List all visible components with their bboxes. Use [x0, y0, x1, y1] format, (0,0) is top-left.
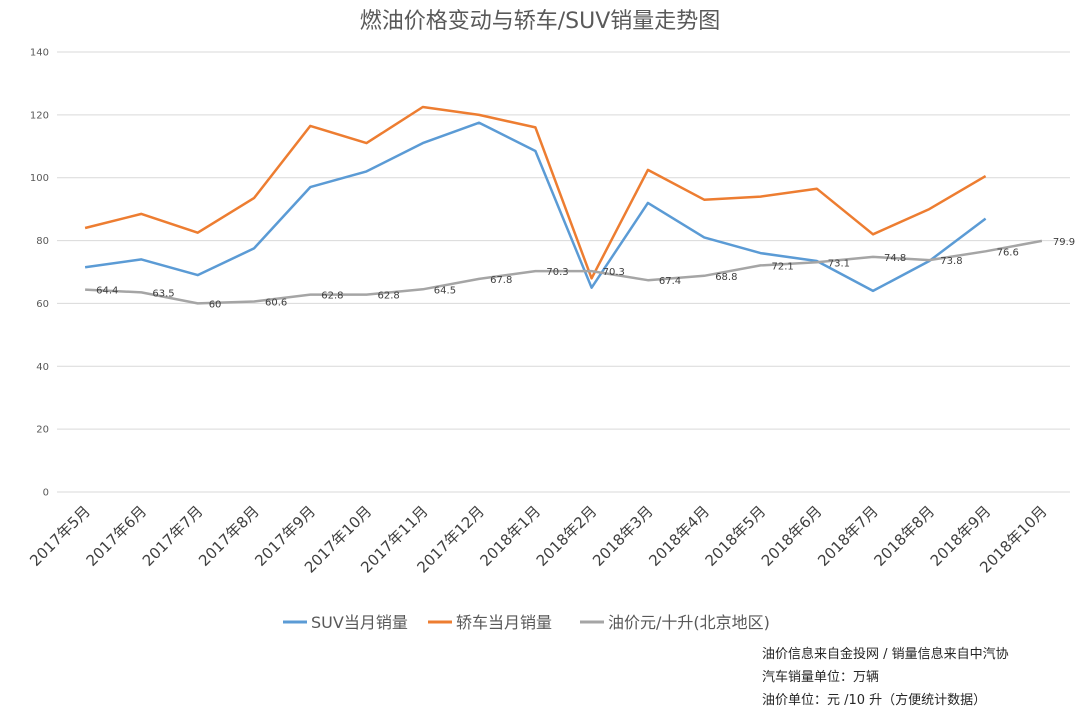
series-line-1 — [84, 105, 987, 280]
chart-notes: 油价信息来自金投网 / 销量信息来自中汽协 汽车销量单位：万辆 油价单位：元 /… — [762, 643, 1009, 712]
legend-entry-2: 油价元/十升(北京地区) — [608, 613, 770, 632]
y-tick-label: 100 — [30, 173, 49, 184]
y-tick-label: 60 — [36, 299, 49, 310]
data-labels: 64.4 63.5 60 60.6 62.8 62.8 64.5 67.8 70.3 70.3 67… — [96, 237, 1075, 311]
data-label: 73.1 — [828, 258, 850, 269]
data-label: 64.4 — [96, 286, 118, 297]
series-line-2 — [85, 239, 1043, 305]
series-line-0 — [84, 121, 987, 293]
y-axis: 0 20 40 60 80 100 120 140 — [30, 48, 49, 499]
source-note: 油价信息来自金投网 / 销量信息来自中汽协 — [762, 647, 1009, 662]
data-label: 70.3 — [603, 267, 625, 278]
legend: SUV当月销量 轿车当月销量 油价元/十升(北京地区) — [283, 613, 770, 632]
x-axis: 2017年5月2017年6月2017年7月2017年8月2017年9月2017年… — [26, 502, 1050, 576]
data-label: 60.6 — [265, 298, 287, 309]
legend-entry-1: 轿车当月销量 — [456, 613, 552, 632]
price-unit-note: 油价单位：元 /10 升（方便统计数据） — [762, 693, 987, 708]
sales-unit-note: 汽车销量单位：万辆 — [762, 670, 880, 685]
y-tick-label: 0 — [43, 488, 49, 499]
y-tick-label: 20 — [36, 425, 49, 436]
y-tick-label: 140 — [30, 48, 49, 59]
data-label: 62.8 — [378, 291, 400, 302]
data-label: 67.4 — [659, 276, 681, 287]
data-label: 64.5 — [434, 285, 456, 296]
data-label: 76.6 — [997, 247, 1019, 258]
data-label: 67.8 — [490, 275, 512, 286]
data-label: 72.1 — [771, 261, 793, 272]
y-tick-label: 120 — [30, 110, 49, 121]
series-lines — [84, 105, 1043, 305]
data-label: 63.5 — [152, 288, 174, 299]
chart-title: 燃油价格变动与轿车/SUV销量走势图 — [360, 9, 721, 34]
data-label: 68.8 — [715, 272, 737, 283]
data-label: 62.8 — [321, 291, 343, 302]
data-label: 74.8 — [884, 253, 906, 264]
y-tick-label: 40 — [36, 362, 49, 373]
data-label: 73.8 — [940, 256, 962, 267]
data-label: 79.9 — [1053, 237, 1075, 248]
data-label: 70.3 — [546, 267, 568, 278]
data-label: 60 — [209, 299, 222, 310]
y-tick-label: 80 — [36, 236, 49, 247]
legend-entry-0: SUV当月销量 — [311, 613, 408, 632]
